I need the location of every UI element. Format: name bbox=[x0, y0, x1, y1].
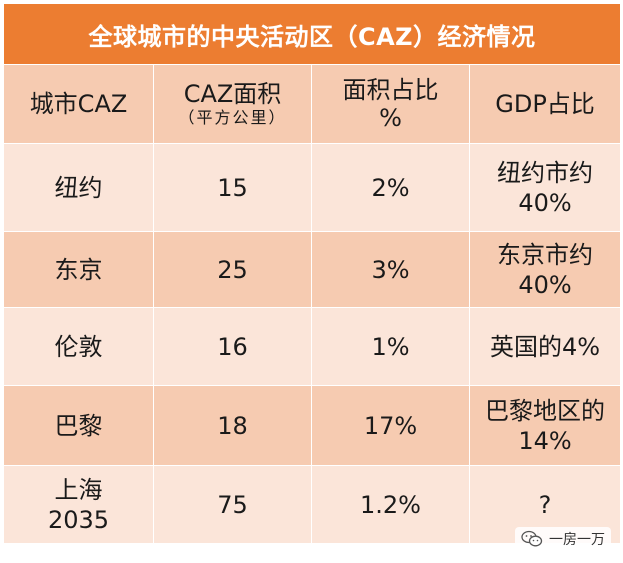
gdp-line1: 英国的4% bbox=[489, 332, 601, 361]
table-row: 东京 25 3% 东京市约 40% bbox=[3, 231, 622, 308]
cell-area: 16 bbox=[153, 307, 312, 386]
watermark: 一房一万 bbox=[515, 527, 611, 551]
cell-pct: 1.2% bbox=[311, 465, 470, 544]
gdp-line2: 40% bbox=[518, 188, 572, 217]
header-city: 城市CAZ bbox=[3, 64, 154, 144]
gdp-line1: 纽约市约 bbox=[497, 158, 594, 187]
city-line1: 上海 bbox=[54, 475, 103, 504]
gdp-line2: 14% bbox=[518, 426, 572, 455]
cell-city: 纽约 bbox=[3, 143, 154, 232]
cell-pct: 3% bbox=[311, 231, 470, 308]
cell-city: 伦敦 bbox=[3, 307, 154, 386]
cell-pct: 17% bbox=[311, 385, 470, 466]
city-line1: 伦敦 bbox=[54, 332, 103, 361]
cell-city: 上海 2035 bbox=[3, 465, 154, 544]
header-gdp: GDP占比 bbox=[468, 64, 622, 144]
header-area-pct-line2: % bbox=[379, 104, 402, 132]
cell-gdp: 巴黎地区的 14% bbox=[468, 385, 622, 466]
cell-gdp: 纽约市约 40% bbox=[468, 143, 622, 232]
cell-area: 25 bbox=[153, 231, 312, 308]
gdp-line1: 东京市约 bbox=[497, 240, 594, 269]
cell-pct: 2% bbox=[311, 143, 470, 232]
cell-area: 15 bbox=[153, 143, 312, 232]
header-row: 城市CAZ CAZ面积 （平方公里） 面积占比 % GDP占比 bbox=[3, 64, 622, 144]
city-line1: 巴黎 bbox=[54, 411, 103, 440]
wechat-icon bbox=[521, 530, 543, 547]
table-row: 巴黎 18 17% 巴黎地区的 14% bbox=[3, 385, 622, 466]
cell-area: 75 bbox=[153, 465, 312, 544]
header-area-label: CAZ面积 bbox=[183, 80, 282, 108]
header-area-pct: 面积占比 % bbox=[311, 64, 470, 144]
caz-table: 全球城市的中央活动区（CAZ）经济情况 城市CAZ CAZ面积 （平方公里） 面… bbox=[2, 3, 622, 544]
header-area-unit: （平方公里） bbox=[178, 108, 287, 127]
header-area: CAZ面积 （平方公里） bbox=[153, 64, 312, 144]
header-area-pct-line1: 面积占比 bbox=[342, 76, 439, 104]
cell-gdp: 英国的4% bbox=[468, 307, 622, 386]
gdp-line1: 巴黎地区的 bbox=[485, 396, 606, 425]
gdp-line2: 40% bbox=[518, 270, 572, 299]
city-line1: 东京 bbox=[54, 255, 103, 284]
table-row: 纽约 15 2% 纽约市约 40% bbox=[3, 143, 622, 232]
city-line1: 纽约 bbox=[54, 173, 103, 202]
cell-gdp: 东京市约 40% bbox=[468, 231, 622, 308]
cell-pct: 1% bbox=[311, 307, 470, 386]
cell-city: 东京 bbox=[3, 231, 154, 308]
cell-city: 巴黎 bbox=[3, 385, 154, 466]
city-line2: 2035 bbox=[47, 505, 110, 534]
table-row: 上海 2035 75 1.2% ? bbox=[3, 465, 622, 544]
watermark-text: 一房一万 bbox=[549, 532, 605, 548]
table-row: 伦敦 16 1% 英国的4% bbox=[3, 307, 622, 386]
cell-area: 18 bbox=[153, 385, 312, 466]
gdp-line1: ? bbox=[538, 490, 552, 519]
table-title: 全球城市的中央活动区（CAZ）经济情况 bbox=[2, 3, 622, 65]
